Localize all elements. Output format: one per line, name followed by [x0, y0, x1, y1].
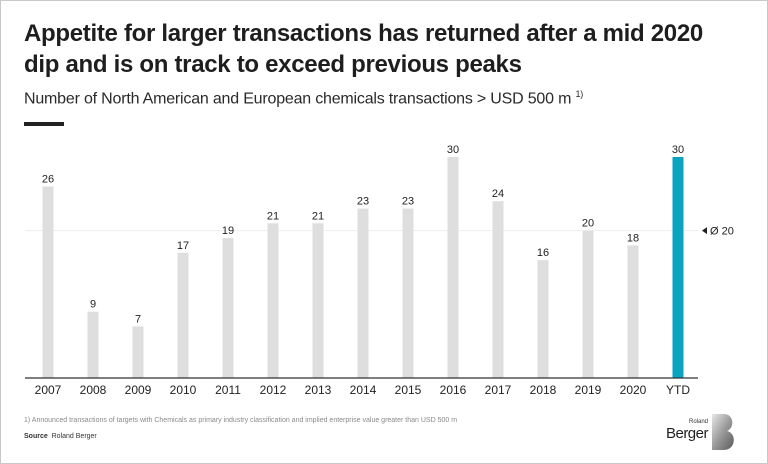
- bar-2014: [357, 208, 369, 378]
- source-label: Source: [24, 433, 48, 440]
- value-label-2018: 16: [537, 247, 549, 259]
- bar-2010: [177, 252, 189, 378]
- footnote: 1) Announced transactions of targets wit…: [24, 417, 458, 424]
- x-tick-2018: 2018: [530, 383, 557, 397]
- logo-b-mark-icon: [712, 414, 734, 450]
- value-label-2010: 17: [177, 240, 189, 252]
- chart-subtitle: Number of North American and European ch…: [24, 89, 583, 108]
- x-tick-2011: 2011: [215, 383, 241, 397]
- footnote-mark: 1): [575, 89, 584, 99]
- x-tick-2008: 2008: [80, 383, 107, 397]
- bars-group: [42, 157, 684, 378]
- value-label-2016: 30: [447, 144, 459, 156]
- value-label-2013: 21: [312, 210, 324, 222]
- value-labels-group: 26 9 7 17 19 21 21 23 23 30 24 16 20 18 30: [42, 144, 684, 325]
- x-tick-2016: 2016: [440, 383, 467, 397]
- bar-2020: [627, 245, 639, 378]
- value-label-2014: 23: [357, 196, 369, 208]
- bar-2009: [132, 326, 144, 378]
- bar-2017: [492, 201, 504, 378]
- chart-title: Appetite for larger transactions has ret…: [24, 20, 703, 78]
- bar-2018: [537, 260, 549, 378]
- title-rule: [24, 122, 64, 126]
- bar-ytd: [672, 157, 684, 378]
- x-tick-2009: 2009: [125, 383, 152, 397]
- source-value: Roland Berger: [51, 433, 97, 440]
- value-label-2009: 7: [135, 313, 141, 325]
- logo-text-roland: Roland: [688, 419, 708, 425]
- bar-2016: [447, 157, 459, 378]
- roland-berger-logo: Roland Berger: [666, 414, 746, 454]
- x-tick-2017: 2017: [485, 383, 512, 397]
- bar-2013: [312, 223, 324, 378]
- x-tick-2019: 2019: [575, 383, 602, 397]
- bar-2008: [87, 311, 99, 378]
- bar-2015: [402, 208, 414, 378]
- x-tick-2015: 2015: [395, 383, 422, 397]
- bar-2011: [222, 238, 234, 378]
- average-label: Ø 20: [710, 226, 734, 238]
- value-label-2008: 9: [90, 299, 96, 311]
- bar-2019: [582, 230, 594, 378]
- x-tick-2020: 2020: [620, 383, 647, 397]
- x-tick-2010: 2010: [170, 383, 197, 397]
- x-tick-labels-group: 2007 2008 2009 2010 2011 2012 2013 2014 2015 2016…: [35, 383, 691, 397]
- x-tick-2012: 2012: [260, 383, 287, 397]
- value-label-2020: 18: [627, 232, 639, 244]
- logo-text-berger: Berger: [665, 425, 709, 442]
- average-marker: Ø 20: [702, 226, 734, 238]
- value-label-2012: 21: [267, 210, 279, 222]
- x-tick-2013: 2013: [305, 383, 332, 397]
- bar-2012: [267, 223, 279, 378]
- value-label-ytd: 30: [672, 144, 684, 156]
- value-label-2015: 23: [402, 196, 414, 208]
- value-label-2019: 20: [582, 218, 594, 230]
- bar-2007: [42, 186, 54, 378]
- triangle-left-icon: [702, 227, 707, 235]
- subtitle-text: Number of North American and European ch…: [24, 90, 572, 108]
- value-label-2007: 26: [42, 173, 54, 185]
- x-tick-2014: 2014: [350, 383, 377, 397]
- x-tick-2007: 2007: [35, 383, 62, 397]
- value-label-2011: 19: [222, 225, 234, 237]
- value-label-2017: 24: [492, 188, 504, 200]
- x-tick-ytd: YTD: [666, 383, 690, 397]
- source-line: Source Roland Berger: [24, 433, 97, 440]
